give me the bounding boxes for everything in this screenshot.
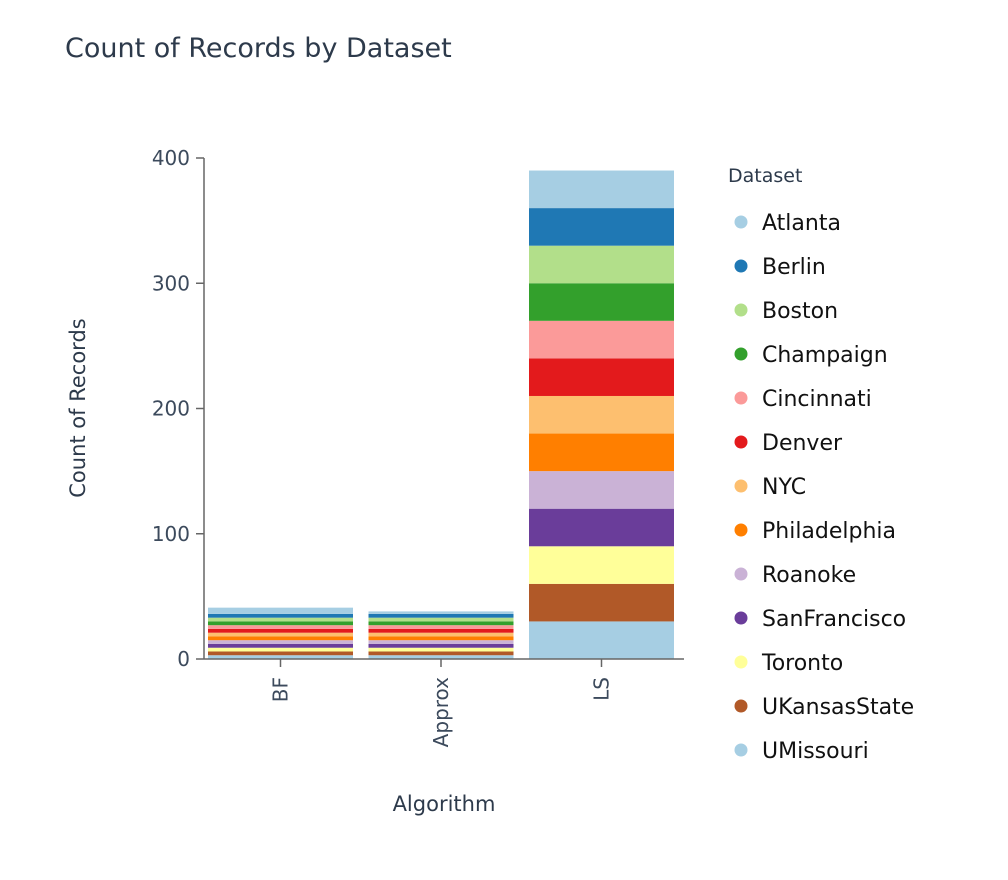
bar-segment-ls-philadelphia	[529, 433, 674, 472]
chart-title: Count of Records by Dataset	[65, 33, 452, 64]
legend-label: NYC	[762, 475, 806, 500]
legend-label: Boston	[762, 299, 838, 324]
bar-segment-approx-sanfrancisco	[368, 643, 514, 648]
x-axis-ticks: BF Approx LS	[269, 659, 614, 747]
bar-segment-bf-boston	[208, 617, 353, 622]
legend-item-boston: Boston	[734, 299, 838, 324]
y-tick-label: 100	[152, 522, 190, 546]
legend-swatch	[734, 435, 748, 449]
legend-label: Denver	[762, 431, 843, 456]
legend-swatch	[734, 259, 748, 273]
bar-segment-ls-ukansasstate	[529, 583, 674, 622]
legend-item-ukansasstate: UKansasState	[734, 695, 914, 720]
legend: Dataset Atlanta Berlin Boston Champaign Cinc…	[728, 165, 914, 764]
bar-segment-bf-denver	[208, 628, 353, 633]
legend-swatch	[734, 347, 748, 361]
legend-label: Philadelphia	[762, 519, 896, 544]
bar-segment-bf-atlanta	[208, 607, 353, 614]
bar-segment-ls-berlin	[529, 208, 674, 246]
bar-segment-approx-boston	[368, 617, 514, 622]
bar-segment-bf-roanoke	[208, 640, 353, 644]
legend-swatch	[734, 391, 748, 405]
legend-title: Dataset	[728, 165, 802, 187]
y-tick-label: 0	[177, 647, 190, 671]
legend-item-sanfrancisco: SanFrancisco	[734, 607, 906, 632]
bar-segment-ls-cincinnati	[529, 320, 674, 359]
y-axis-ticks: 0 100 200 300 400	[152, 146, 204, 671]
x-tick-label-ls: LS	[590, 677, 614, 701]
legend-swatch	[734, 699, 748, 713]
bar-segment-ls-roanoke	[529, 471, 674, 509]
legend-label: Champaign	[762, 343, 888, 368]
legend-item-nyc: NYC	[734, 475, 806, 500]
bar-segment-bf-philadelphia	[208, 636, 353, 641]
y-tick-label: 400	[152, 146, 190, 170]
legend-swatch	[734, 303, 748, 317]
legend-swatch	[734, 655, 748, 669]
bar-segment-approx-nyc	[368, 632, 514, 637]
y-axis-title: Count of Records	[66, 318, 90, 497]
legend-label: Cincinnati	[762, 387, 872, 412]
legend-label: Roanoke	[762, 563, 856, 588]
bar-segment-bf-nyc	[208, 632, 353, 637]
legend-label: Toronto	[761, 651, 843, 676]
bar-segment-approx-roanoke	[368, 640, 514, 644]
legend-label: Atlanta	[762, 211, 841, 236]
bar-segment-approx-cincinnati	[368, 625, 514, 629]
legend-swatch	[734, 743, 748, 757]
bar-segment-ls-boston	[529, 245, 674, 284]
x-tick-label-bf: BF	[269, 677, 293, 702]
plot-area	[208, 170, 674, 659]
bar-segment-approx-denver	[368, 628, 514, 633]
legend-label: UKansasState	[762, 695, 914, 720]
bar-segment-approx-ukansasstate	[368, 651, 514, 656]
x-tick-label-approx: Approx	[429, 677, 453, 747]
y-tick-label: 300	[152, 271, 190, 295]
legend-swatch	[734, 523, 748, 537]
legend-item-toronto: Toronto	[734, 651, 843, 676]
legend-label: UMissouri	[762, 739, 869, 764]
legend-item-philadelphia: Philadelphia	[734, 519, 896, 544]
bar-segment-bf-champaign	[208, 621, 353, 626]
bar-segment-ls-toronto	[529, 546, 674, 584]
bar-segment-bf-ukansasstate	[208, 651, 353, 656]
legend-item-champaign: Champaign	[734, 343, 888, 368]
legend-label: Berlin	[762, 255, 826, 280]
legend-swatch	[734, 567, 748, 581]
bar-segment-bf-cincinnati	[208, 625, 353, 629]
legend-label: SanFrancisco	[762, 607, 906, 632]
y-tick-label: 200	[152, 397, 190, 421]
bar-segment-approx-toronto	[368, 647, 514, 652]
legend-item-roanoke: Roanoke	[734, 563, 856, 588]
legend-swatch	[734, 215, 748, 229]
bar-segment-bf-berlin	[208, 613, 353, 618]
x-axis-title: Algorithm	[393, 792, 496, 816]
bar-segment-approx-atlanta	[368, 611, 514, 614]
legend-item-berlin: Berlin	[734, 255, 826, 280]
bar-segment-ls-denver	[529, 358, 674, 396]
bar-segment-approx-champaign	[368, 621, 514, 626]
bar-segment-approx-berlin	[368, 613, 514, 618]
bar-segment-ls-sanfrancisco	[529, 508, 674, 547]
legend-item-denver: Denver	[734, 431, 843, 456]
bar-segment-bf-toronto	[208, 647, 353, 652]
legend-swatch	[734, 479, 748, 493]
bar-segment-ls-nyc	[529, 395, 674, 434]
bar-segment-ls-champaign	[529, 283, 674, 321]
bar-segment-approx-umissouri	[368, 655, 514, 659]
legend-item-umissouri: UMissouri	[734, 739, 869, 764]
bar-segment-bf-umissouri	[208, 655, 353, 659]
bar-segment-approx-philadelphia	[368, 636, 514, 641]
bar-segment-ls-umissouri	[529, 621, 674, 659]
legend-item-cincinnati: Cincinnati	[734, 387, 872, 412]
legend-swatch	[734, 611, 748, 625]
bar-segment-ls-atlanta	[529, 170, 674, 209]
bar-segment-bf-sanfrancisco	[208, 643, 353, 648]
legend-item-atlanta: Atlanta	[734, 211, 841, 236]
